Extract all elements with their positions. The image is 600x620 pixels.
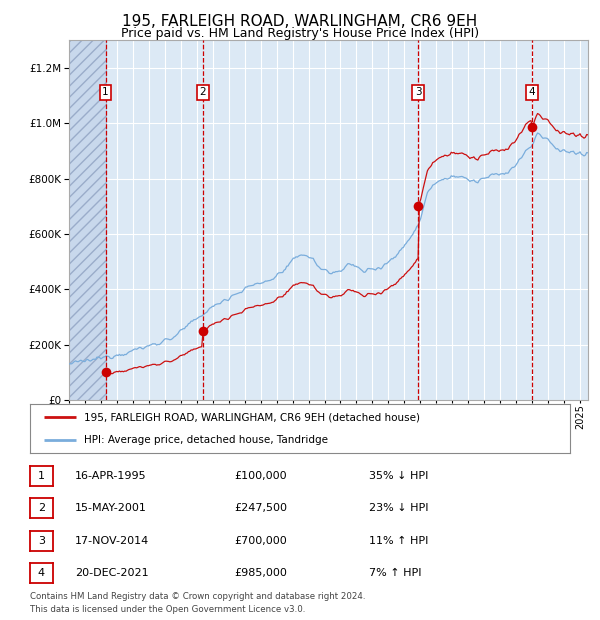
Text: 16-APR-1995: 16-APR-1995 <box>75 471 146 481</box>
Text: 1: 1 <box>38 471 45 481</box>
Text: 2: 2 <box>199 87 206 97</box>
Text: 35% ↓ HPI: 35% ↓ HPI <box>369 471 428 481</box>
Text: 17-NOV-2014: 17-NOV-2014 <box>75 536 149 546</box>
Text: 2: 2 <box>38 503 45 513</box>
Text: 23% ↓ HPI: 23% ↓ HPI <box>369 503 428 513</box>
Text: £247,500: £247,500 <box>234 503 287 513</box>
Text: 4: 4 <box>38 568 45 578</box>
Text: £985,000: £985,000 <box>234 568 287 578</box>
Text: HPI: Average price, detached house, Tandridge: HPI: Average price, detached house, Tand… <box>84 435 328 445</box>
Text: £700,000: £700,000 <box>234 536 287 546</box>
Text: 11% ↑ HPI: 11% ↑ HPI <box>369 536 428 546</box>
Text: Contains HM Land Registry data © Crown copyright and database right 2024.
This d: Contains HM Land Registry data © Crown c… <box>30 592 365 614</box>
Text: 4: 4 <box>529 87 535 97</box>
Text: Price paid vs. HM Land Registry's House Price Index (HPI): Price paid vs. HM Land Registry's House … <box>121 27 479 40</box>
Text: 195, FARLEIGH ROAD, WARLINGHAM, CR6 9EH (detached house): 195, FARLEIGH ROAD, WARLINGHAM, CR6 9EH … <box>84 412 420 422</box>
Text: 20-DEC-2021: 20-DEC-2021 <box>75 568 149 578</box>
Bar <box>69 40 106 400</box>
Text: £100,000: £100,000 <box>234 471 287 481</box>
Text: 7% ↑ HPI: 7% ↑ HPI <box>369 568 421 578</box>
Text: 3: 3 <box>415 87 422 97</box>
Text: 15-MAY-2001: 15-MAY-2001 <box>75 503 147 513</box>
Text: 1: 1 <box>102 87 109 97</box>
Text: 195, FARLEIGH ROAD, WARLINGHAM, CR6 9EH: 195, FARLEIGH ROAD, WARLINGHAM, CR6 9EH <box>122 14 478 29</box>
Text: 3: 3 <box>38 536 45 546</box>
